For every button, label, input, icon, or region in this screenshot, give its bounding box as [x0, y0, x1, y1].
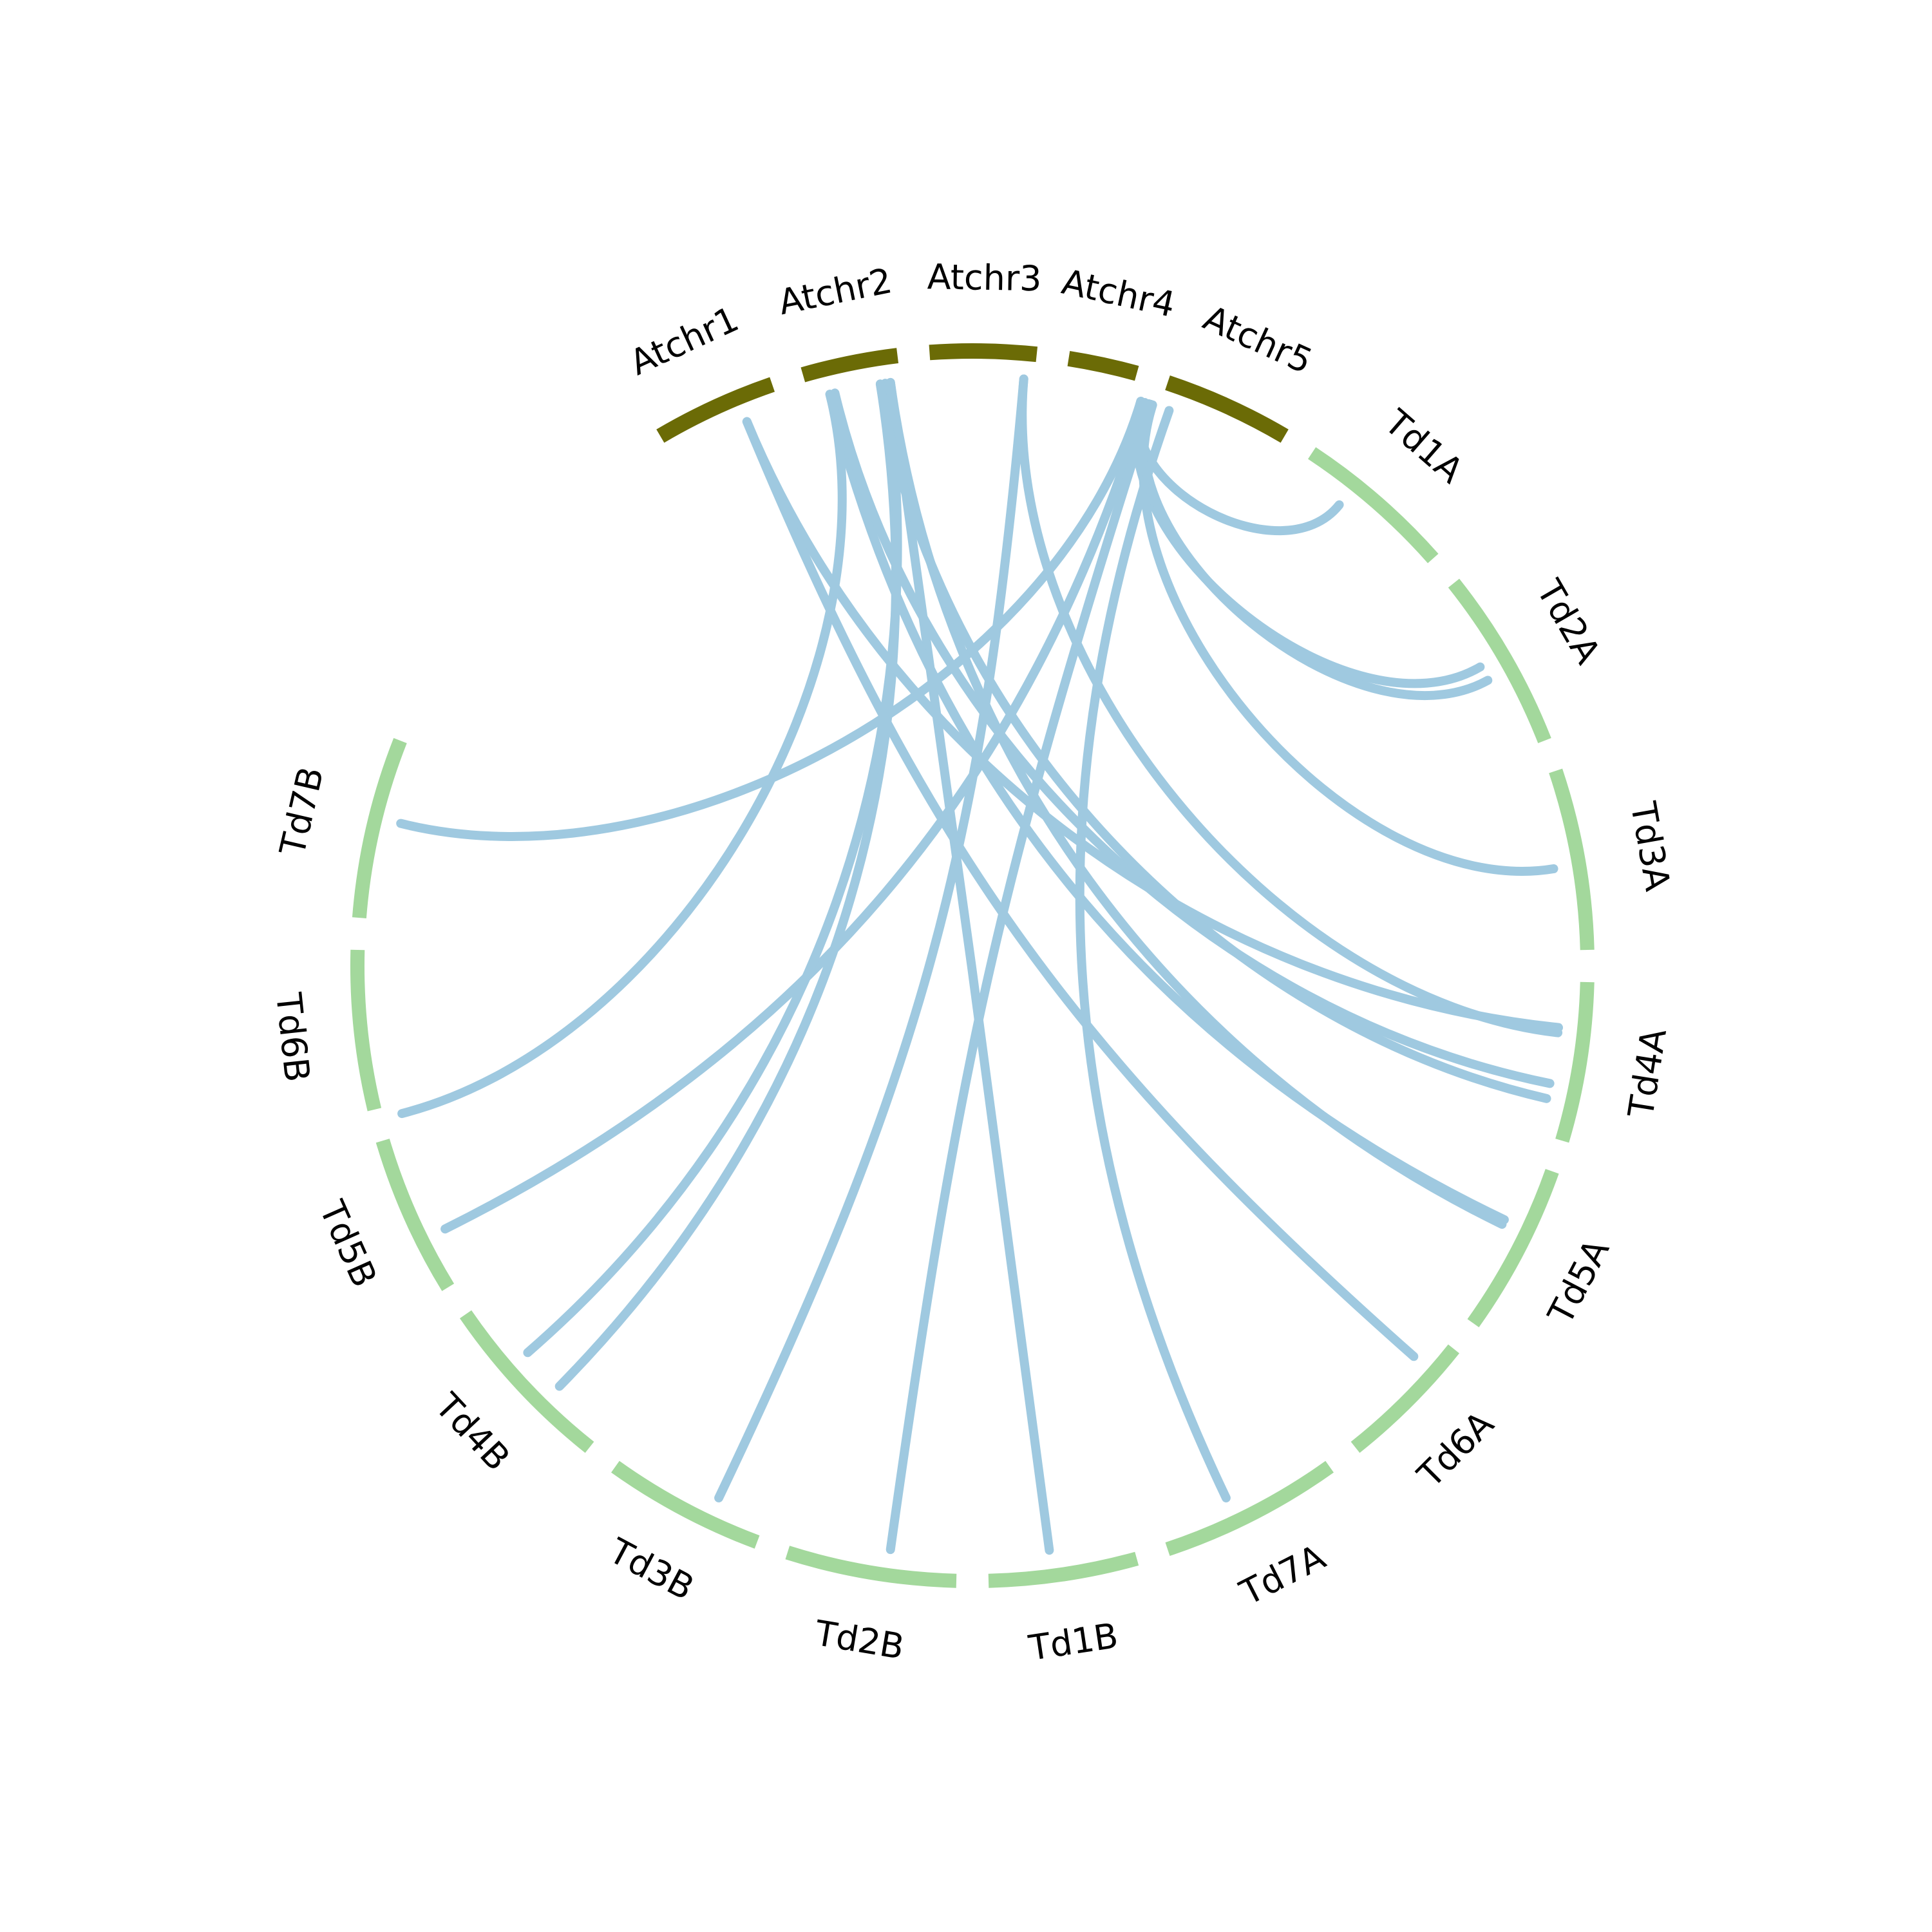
- ideogram-layer: [350, 343, 1595, 1588]
- link-Atchr5-Td7B-4: [396, 397, 1146, 841]
- chromosome-label-td5a: Td5A: [1540, 1233, 1617, 1331]
- link-Atchr3-Td4B-12: [523, 379, 902, 1358]
- chromosome-label-atchr4: Atchr4: [1058, 261, 1179, 325]
- chromosome-arc-td3a: [1549, 768, 1595, 951]
- chromosome-arc-td4a: [1555, 981, 1595, 1143]
- link-Atchr1-Td4A-16: [742, 417, 1563, 1032]
- chromosome-label-td1a: Td1A: [1377, 401, 1472, 491]
- chromosome-label-td6b: Td6B: [268, 990, 317, 1084]
- chromosome-label-atchr1: Atchr1: [624, 299, 745, 384]
- link-Atchr5-Td7A-18: [1075, 406, 1231, 1502]
- chromosome-label-atchr2: Atchr2: [775, 260, 896, 323]
- chromosome-arc-td7a: [1165, 1461, 1334, 1557]
- chromosome-arc-td3b: [611, 1461, 760, 1549]
- link-Atchr2-Td6B-15: [397, 390, 847, 1119]
- link-Atchr1-Td6A-17: [742, 417, 1419, 1361]
- chromosome-arc-atchr2: [800, 348, 899, 383]
- link-Atchr3-Td4A-19: [875, 379, 1551, 1103]
- chromosome-label-td3a: Td3A: [1622, 799, 1678, 894]
- chromosome-label-td3b: Td3B: [602, 1530, 701, 1608]
- chromosome-arc-td4b: [459, 1310, 594, 1454]
- link-Atchr4-Td4A-7: [1018, 374, 1563, 1037]
- chromosome-label-td2a: Td2A: [1528, 573, 1608, 670]
- chromosome-arc-td7b: [352, 737, 407, 918]
- link-Atchr2-Td5A-13: [825, 390, 1509, 1224]
- chromosome-arc-td2a: [1448, 578, 1551, 744]
- chromosome-label-atchr5: Atchr5: [1197, 298, 1318, 382]
- chromosome-label-td7b: Td7B: [272, 763, 332, 860]
- chromosome-arc-atchr3: [929, 343, 1038, 363]
- chromosome-arc-atchr1: [656, 377, 775, 443]
- chromosome-arc-td1b: [988, 1551, 1139, 1588]
- chromosome-arc-td5a: [1467, 1169, 1559, 1327]
- chromosome-label-atchr3: Atchr3: [927, 256, 1042, 299]
- chromosome-label-td4b: Td4B: [427, 1385, 518, 1479]
- chromosome-arc-td2b: [785, 1546, 957, 1588]
- link-Atchr5-Td2B-6: [886, 399, 1155, 1555]
- chromosome-arc-td1a: [1308, 447, 1439, 564]
- chromosome-label-td6a: Td6A: [1409, 1403, 1501, 1495]
- link-Atchr3-Td1B-9: [886, 377, 1054, 1555]
- chromosome-label-td4a: Td4A: [1620, 1026, 1674, 1121]
- link-Atchr4-Td3B-8: [714, 374, 1028, 1502]
- chromosome-label-td1b: Td1B: [1026, 1615, 1121, 1669]
- chromosome-arc-td6b: [350, 949, 382, 1112]
- links-layer: [396, 374, 1563, 1555]
- chromosome-arc-atchr5: [1165, 375, 1289, 443]
- link-Atchr5-Td5B-5: [440, 398, 1150, 1234]
- chromosome-label-td7a: Td7A: [1233, 1537, 1332, 1614]
- chromosome-arc-atchr4: [1067, 350, 1139, 381]
- chromosome-label-td5b: Td5B: [311, 1195, 384, 1293]
- chromosome-arc-td5b: [375, 1139, 455, 1291]
- link-Atchr2-Td4A-14: [830, 388, 1555, 1088]
- chromosome-label-td2b: Td2B: [811, 1613, 907, 1667]
- chromosome-arc-td6a: [1350, 1344, 1460, 1454]
